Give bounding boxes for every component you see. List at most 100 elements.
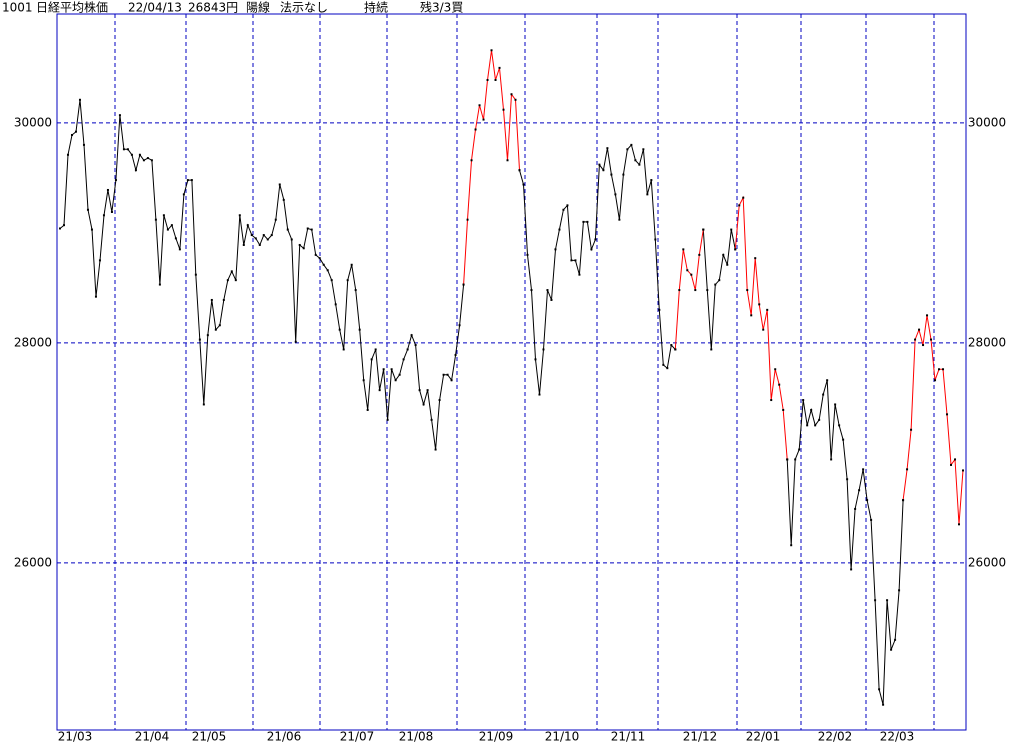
price-point: [686, 269, 689, 272]
price-point: [774, 368, 777, 371]
price-point: [590, 248, 593, 251]
price-point: [526, 253, 529, 256]
price-point: [846, 478, 849, 481]
x-tick-label: 21/09: [479, 730, 514, 744]
price-point: [838, 424, 841, 427]
price-point: [314, 253, 317, 256]
price-point: [710, 348, 713, 351]
price-point: [738, 204, 741, 207]
price-point: [94, 295, 97, 298]
price-point: [854, 507, 857, 510]
price-point: [562, 208, 565, 211]
price-point: [494, 78, 497, 81]
price-point: [834, 403, 837, 406]
price-point: [726, 263, 729, 266]
price-point: [310, 228, 313, 231]
y-tick-label: 26000: [14, 555, 52, 569]
price-point: [962, 469, 964, 472]
price-point: [242, 243, 245, 246]
price-point: [298, 243, 301, 246]
price-point: [110, 210, 113, 213]
price-point: [578, 273, 581, 276]
price-point: [218, 324, 221, 327]
price-point: [654, 238, 657, 241]
price-point: [566, 204, 569, 207]
price-point: [394, 379, 397, 382]
price-point: [618, 218, 621, 221]
price-point: [386, 418, 389, 421]
price-point: [446, 373, 449, 376]
price-point: [402, 358, 405, 361]
price-point: [138, 153, 141, 156]
price-point: [602, 169, 605, 172]
signal: 法示なし: [280, 1, 328, 15]
price-point: [326, 269, 329, 272]
price-point: [382, 368, 385, 371]
price-point: [102, 214, 105, 217]
price-point: [486, 78, 489, 81]
price-point: [274, 218, 277, 221]
price-point: [406, 348, 409, 351]
price-point: [330, 279, 333, 282]
price-point: [222, 298, 225, 301]
price-point: [810, 408, 813, 411]
price-point: [842, 438, 845, 441]
price-point: [390, 368, 393, 371]
price-point: [798, 448, 801, 451]
price-point: [662, 363, 665, 366]
price-point: [674, 348, 677, 351]
price-point: [714, 283, 717, 286]
price-point: [638, 163, 641, 166]
x-tick-label: 21/04: [135, 730, 170, 744]
price-point: [366, 408, 369, 411]
price-point: [518, 169, 521, 172]
price-point: [470, 159, 473, 162]
price-point: [918, 328, 921, 331]
price-point: [74, 130, 77, 133]
price-point: [546, 289, 549, 292]
price-point: [522, 183, 525, 186]
price-point: [582, 220, 585, 223]
price-point: [154, 218, 157, 221]
price-point: [778, 383, 781, 386]
price-point: [874, 599, 877, 602]
price-point: [338, 328, 341, 331]
price-point: [626, 148, 629, 151]
state: 持続: [364, 0, 388, 15]
price-point: [230, 270, 233, 273]
price-point: [534, 358, 537, 361]
price-point: [462, 283, 465, 286]
price-point: [650, 179, 653, 182]
price-point: [914, 338, 917, 341]
price-point: [158, 283, 161, 286]
price-point: [106, 188, 109, 191]
price-point: [374, 348, 377, 351]
price-point: [542, 348, 545, 351]
price-point: [82, 143, 85, 146]
price-point: [434, 448, 437, 451]
price-point: [902, 499, 905, 502]
price-point: [426, 389, 429, 392]
price-point: [682, 248, 685, 251]
price-point: [858, 489, 861, 492]
price-point: [478, 104, 481, 107]
price-point: [146, 157, 149, 160]
price-point: [250, 234, 253, 237]
price-point: [606, 147, 609, 150]
price-point: [634, 159, 637, 162]
price-point: [186, 179, 189, 182]
price-point: [786, 458, 789, 461]
price-point: [746, 289, 749, 292]
price-point: [334, 303, 337, 306]
price-point: [178, 248, 181, 251]
price-point: [70, 133, 73, 136]
date: 22/04/13: [128, 1, 182, 15]
price-point: [554, 248, 557, 251]
price-point: [826, 379, 829, 382]
price-point: [418, 389, 421, 392]
price-point: [118, 114, 121, 117]
price-point: [286, 228, 289, 231]
price-point: [510, 93, 513, 96]
